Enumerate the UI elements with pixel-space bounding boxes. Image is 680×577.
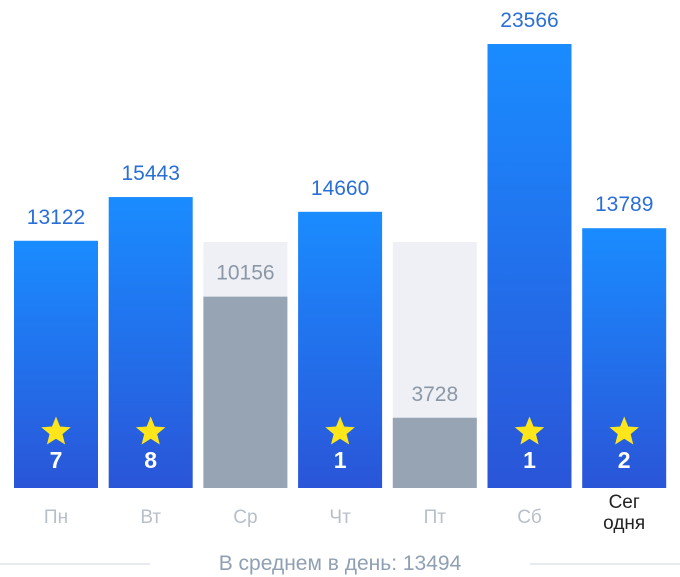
value-label: 23566 — [500, 9, 558, 32]
bar — [392, 417, 477, 488]
bar — [108, 197, 193, 488]
value-label: 13789 — [595, 193, 653, 216]
day-label: одня — [603, 513, 645, 534]
value-label: 14660 — [311, 177, 369, 200]
day-label: Сб — [517, 507, 542, 528]
day-column: 3728 Пт — [392, 242, 477, 528]
bar — [298, 211, 383, 489]
star-icon — [325, 416, 355, 445]
star-count: 8 — [144, 447, 157, 473]
day-column: 14660 1 Чт — [298, 177, 383, 528]
bar — [203, 296, 288, 488]
value-label: 3728 — [411, 383, 458, 406]
star-icon — [41, 416, 71, 445]
bar — [487, 44, 572, 488]
footer: В среднем в день: 13494 — [0, 552, 680, 575]
value-label: 13122 — [27, 206, 85, 229]
day-label: Пн — [44, 507, 68, 528]
star-icon — [135, 416, 166, 445]
star-icon — [514, 416, 545, 445]
day-column: 13122 7 Пн — [14, 206, 98, 528]
day-column: 23566 1 Сб — [487, 9, 572, 528]
day-column: 10156 Ср — [203, 242, 288, 528]
day-label: Вт — [140, 507, 161, 528]
value-label: 15443 — [121, 162, 179, 185]
star-count: 2 — [618, 447, 631, 473]
star-count: 1 — [334, 447, 347, 473]
day-label: Ср — [233, 507, 257, 528]
star-count: 1 — [523, 447, 536, 473]
day-column: 15443 8 Вт — [108, 162, 193, 528]
bars-layer: 13122 7 Пн 15443 8 Вт 10156 Ср 14660 1 Чт 3728 Пт 235… — [14, 9, 667, 534]
value-label: 10156 — [216, 262, 274, 285]
bar — [582, 228, 667, 488]
day-label: Пт — [424, 507, 447, 528]
bar — [14, 240, 98, 488]
daily-average-label: В среднем в день: 13494 — [219, 552, 462, 575]
day-label: Сег — [609, 492, 640, 513]
star-count: 7 — [50, 447, 63, 473]
day-label: Чт — [329, 507, 351, 528]
star-icon — [609, 416, 639, 445]
